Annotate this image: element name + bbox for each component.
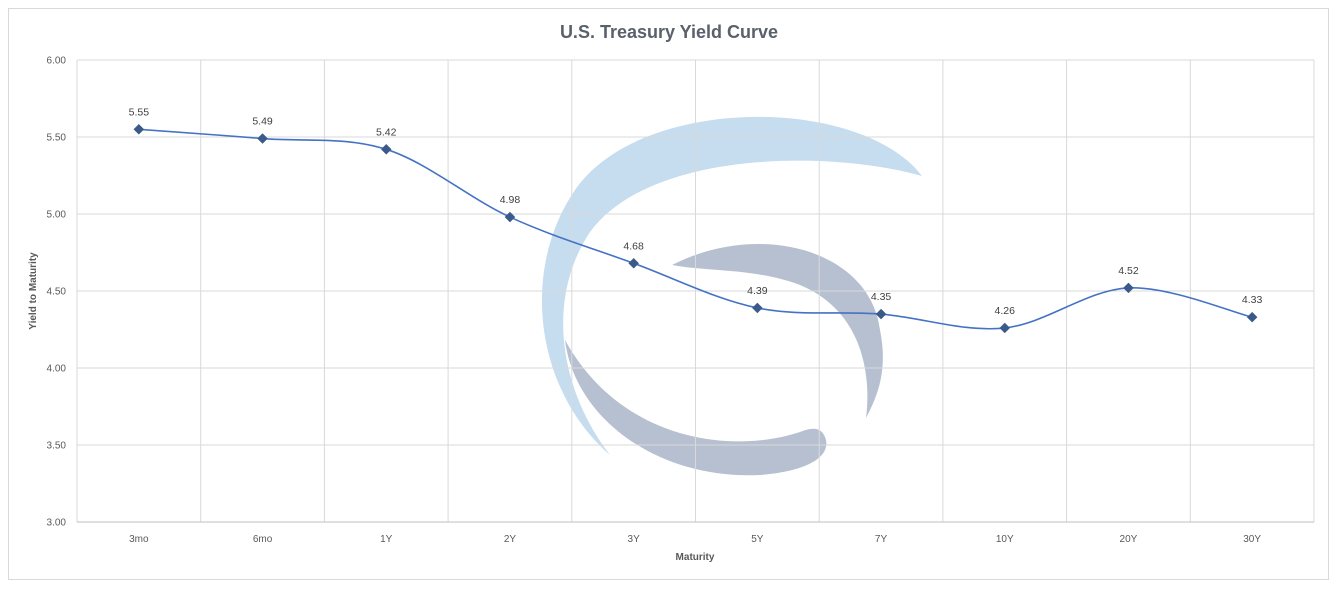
data-point-marker bbox=[380, 143, 392, 155]
data-label: 4.98 bbox=[500, 194, 521, 206]
data-label: 4.33 bbox=[1242, 294, 1263, 306]
x-tick-label: 6mo bbox=[253, 534, 273, 545]
data-point-marker bbox=[133, 123, 145, 135]
data-labels: 5.55 5.49 5.42 4.98 4.68 4.39 4.35 4.26 4.52 4.33 bbox=[129, 106, 1263, 317]
gridlines bbox=[76, 59, 1315, 523]
data-label: 4.26 bbox=[995, 305, 1016, 317]
x-axis-ticks: 3mo 6mo 1Y 2Y 3Y 5Y 7Y 10Y 20Y 30Y bbox=[129, 534, 1261, 545]
data-point-marker bbox=[1123, 282, 1134, 294]
data-label: 4.68 bbox=[623, 240, 644, 252]
data-label: 5.55 bbox=[129, 106, 150, 118]
chart-title: U.S. Treasury Yield Curve bbox=[560, 22, 778, 42]
data-point-marker bbox=[628, 257, 640, 269]
data-point-marker bbox=[1246, 311, 1258, 323]
watermark-inner-arc-top bbox=[672, 244, 883, 418]
data-point-marker bbox=[257, 133, 268, 144]
y-tick-label: 5.50 bbox=[47, 133, 67, 144]
series-line bbox=[138, 128, 1253, 330]
y-axis-ticks: 3.00 3.50 4.00 4.50 5.00 5.50 6.00 bbox=[47, 56, 67, 529]
y-axis-title: Yield to Maturity bbox=[28, 252, 39, 330]
y-tick-label: 5.00 bbox=[47, 210, 67, 221]
y-tick-label: 6.00 bbox=[47, 56, 67, 67]
x-tick-label: 5Y bbox=[751, 534, 764, 545]
data-point-marker bbox=[875, 308, 887, 320]
x-tick-label: 3Y bbox=[628, 534, 641, 545]
data-label: 5.42 bbox=[376, 126, 397, 138]
x-tick-label: 30Y bbox=[1243, 534, 1261, 545]
y-tick-label: 4.50 bbox=[47, 287, 67, 298]
logo-watermark bbox=[541, 116, 922, 476]
data-label: 4.39 bbox=[747, 285, 768, 297]
data-point-marker bbox=[999, 322, 1011, 334]
watermark-inner-arc-bottom bbox=[565, 340, 827, 476]
y-tick-label: 4.00 bbox=[47, 364, 67, 375]
x-tick-label: 20Y bbox=[1120, 534, 1138, 545]
x-axis-title: Maturity bbox=[676, 552, 715, 563]
data-point-marker bbox=[504, 211, 516, 223]
watermark-outer-arc bbox=[541, 116, 922, 456]
data-label: 4.35 bbox=[871, 291, 892, 303]
x-tick-label: 3mo bbox=[129, 534, 149, 545]
series-group bbox=[133, 123, 1258, 334]
x-tick-label: 7Y bbox=[875, 534, 888, 545]
x-tick-label: 10Y bbox=[996, 534, 1014, 545]
y-tick-label: 3.50 bbox=[47, 441, 67, 452]
y-tick-label: 3.00 bbox=[47, 518, 67, 529]
data-point-marker bbox=[751, 302, 763, 314]
data-label: 5.49 bbox=[252, 116, 273, 128]
data-label: 4.52 bbox=[1118, 265, 1139, 277]
chart-frame bbox=[8, 8, 1329, 580]
x-tick-label: 2Y bbox=[504, 534, 517, 545]
x-tick-label: 1Y bbox=[380, 534, 393, 545]
